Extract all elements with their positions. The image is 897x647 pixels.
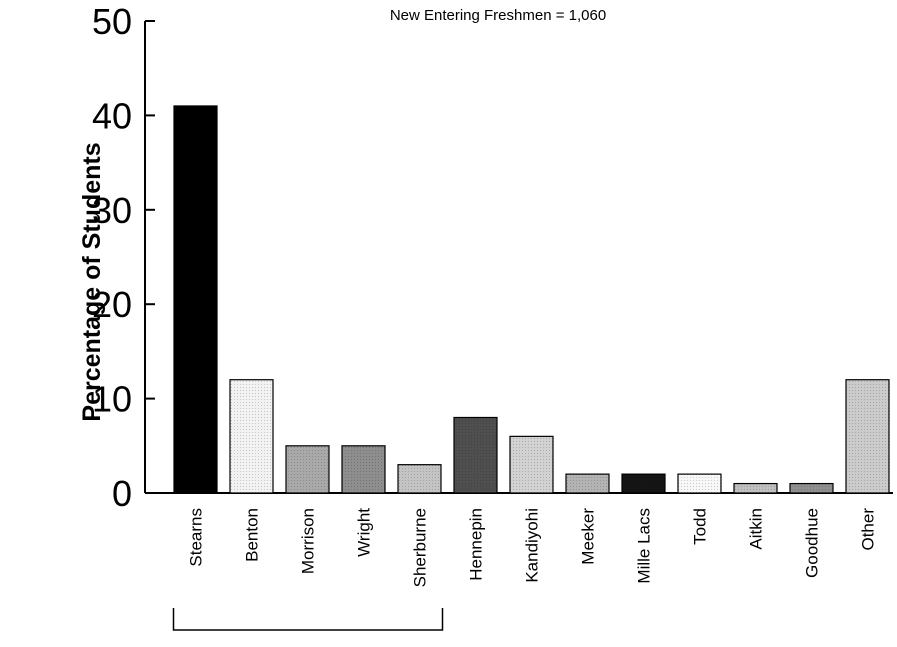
y-tick-label: 40 [92,95,132,136]
y-axis-label: Percentage of Students [78,142,106,421]
x-tick-label: Mille Lacs [635,508,654,584]
x-tick-label: Goodhue [803,508,822,578]
bar-texture [790,483,833,493]
bar-texture [454,417,497,493]
x-axis-tick-labels: Stearns Benton Morrison Wright Sherburne Henn… [187,508,878,588]
bar-texture [174,105,217,494]
bar-texture [342,445,385,493]
county-group-bracket [172,608,444,631]
bars [173,105,890,494]
bar-texture [230,379,273,493]
y-tick-label: 0 [112,473,132,514]
x-tick-label: Wright [355,508,374,557]
x-tick-label: Aitkin [747,508,766,550]
y-axis: 0 10 20 30 40 50 [92,1,893,514]
x-tick-label: Other [859,508,878,551]
x-tick-label: Kandiyohi [523,508,542,583]
bar-texture [678,474,721,493]
chart-subtitle: New Entering Freshmen = 1,060 [390,7,606,24]
y-tick-label: 20 [92,284,132,325]
x-tick-label: Morrison [299,508,318,574]
x-tick-label: Todd [691,508,710,545]
x-tick-label: Benton [243,508,262,562]
bracket-line [172,608,444,631]
y-tick-label: 30 [92,190,132,231]
x-tick-label: Hennepin [467,508,486,581]
bar-texture [622,474,665,493]
x-tick-label: Sherburne [411,508,430,587]
x-tick-label: Meeker [579,508,598,565]
y-tick-label: 50 [92,1,132,42]
bar-texture [566,474,609,493]
x-tick-label: Stearns [187,508,206,567]
bar-texture [734,483,777,493]
bar-texture [286,445,329,493]
bar-texture [846,379,889,493]
y-tick-label: 10 [92,379,132,420]
bar-texture [398,464,441,493]
bar-texture [510,436,553,493]
